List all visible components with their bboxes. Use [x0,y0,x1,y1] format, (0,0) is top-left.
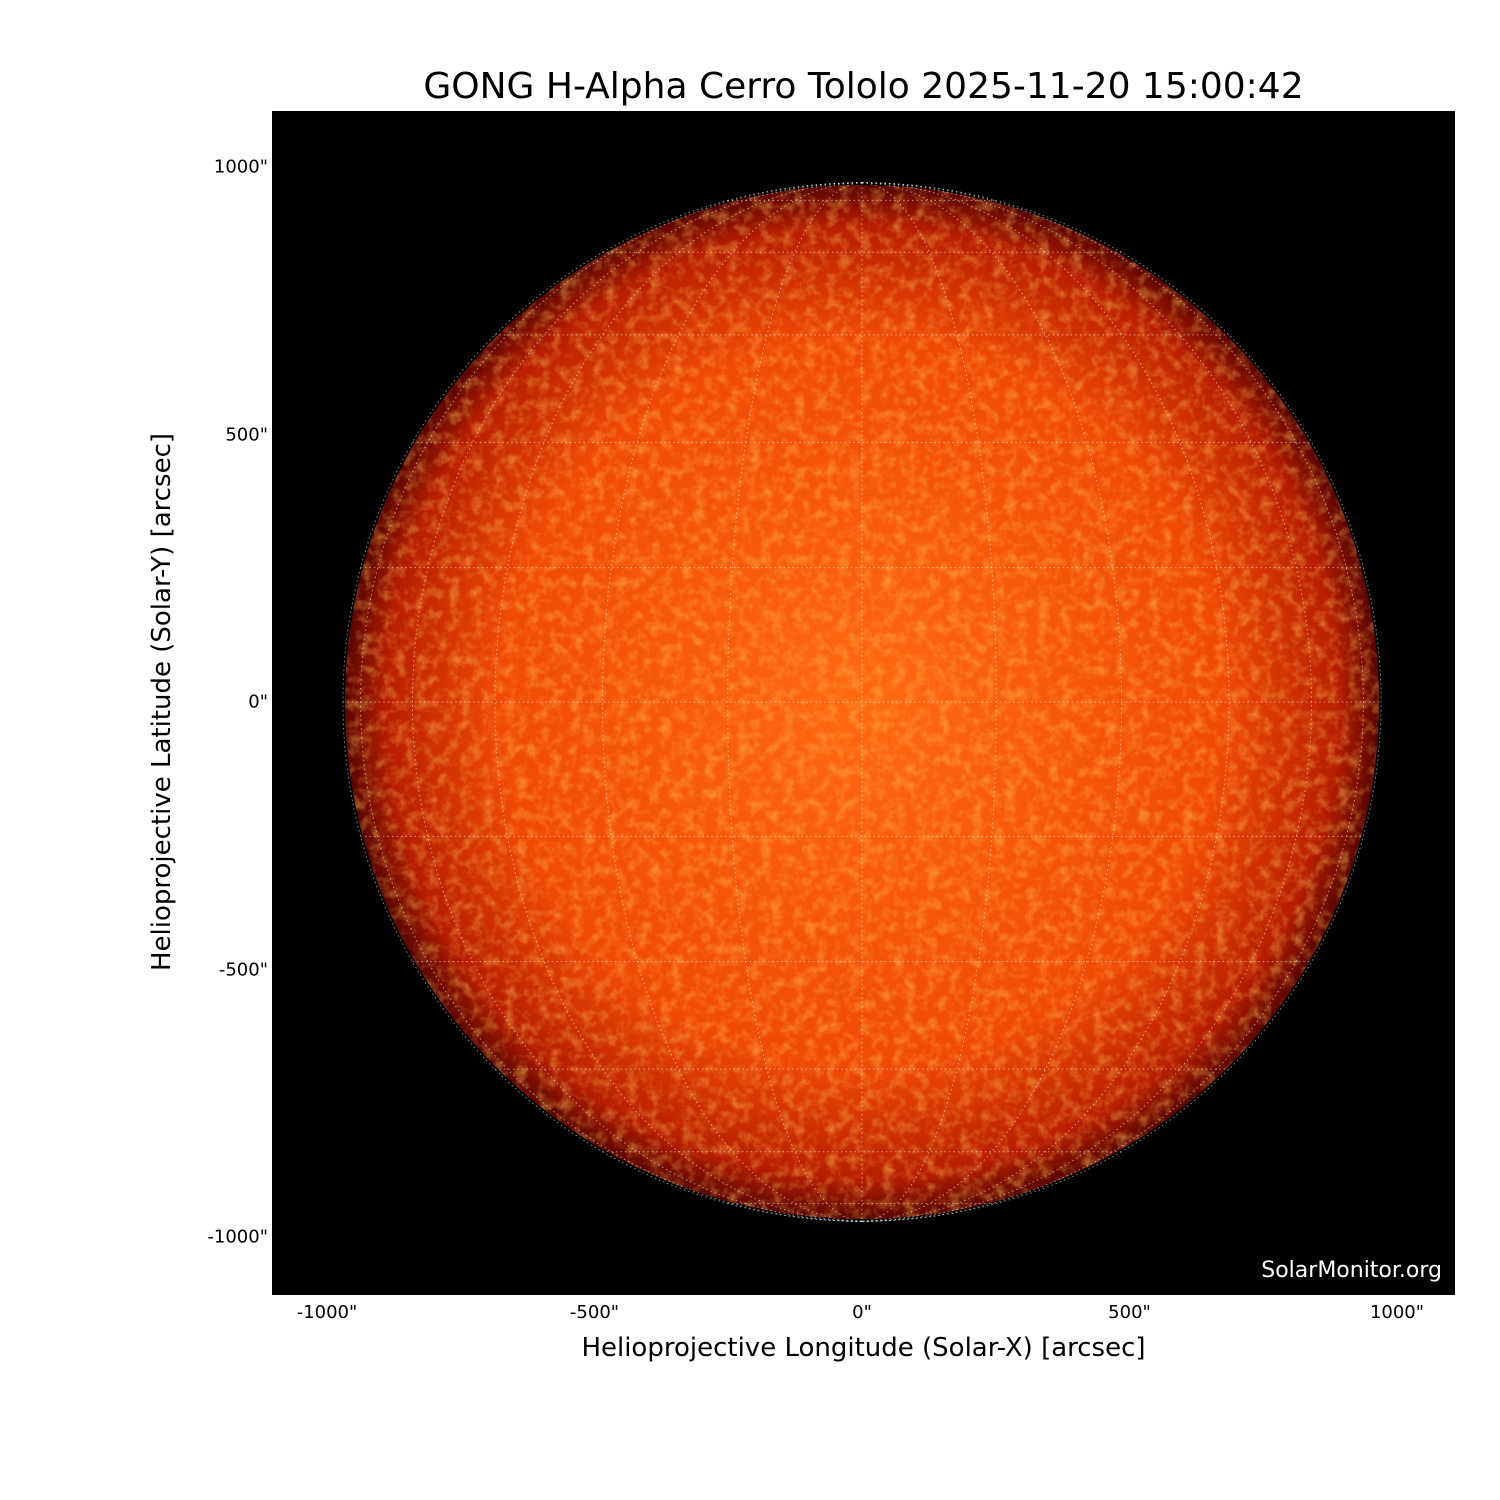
x-axis-label: Helioprojective Longitude (Solar-X) [arc… [581,1333,1146,1363]
x-tick-label: 500" [1108,1302,1151,1323]
y-tick-label: -1000" [207,1226,268,1248]
chart-title: GONG H-Alpha Cerro Tololo 2025-11-20 15:… [423,66,1304,107]
meridian-line [861,182,1230,1222]
meridian-line [727,182,863,1222]
solar-image-axes: SolarMonitor.org [272,111,1455,1295]
x-tick-label: -500" [569,1302,620,1323]
y-tick-label: 0" [248,691,268,713]
meridian-line [411,182,863,1222]
meridian-line [342,182,863,1222]
x-tick-label: 1000" [1369,1302,1425,1323]
chromosphere-texture [345,185,1379,1219]
y-tick-label: 500" [225,424,268,445]
meridian-line [494,182,863,1222]
x-tick-label: 0" [852,1302,872,1323]
meridian-line [861,182,1382,1222]
heliographic-grid [342,182,1382,1222]
meridian-line [359,182,863,1222]
meridian-line [861,182,1365,1222]
y-axis-label: Helioprojective Latitude (Solar-Y) [arcs… [147,432,177,972]
y-tick-label: -500" [218,959,268,980]
y-tick-label: 1000" [213,156,268,178]
x-tick-label: -1000" [296,1302,358,1323]
watermark: SolarMonitor.org [1261,1258,1442,1283]
